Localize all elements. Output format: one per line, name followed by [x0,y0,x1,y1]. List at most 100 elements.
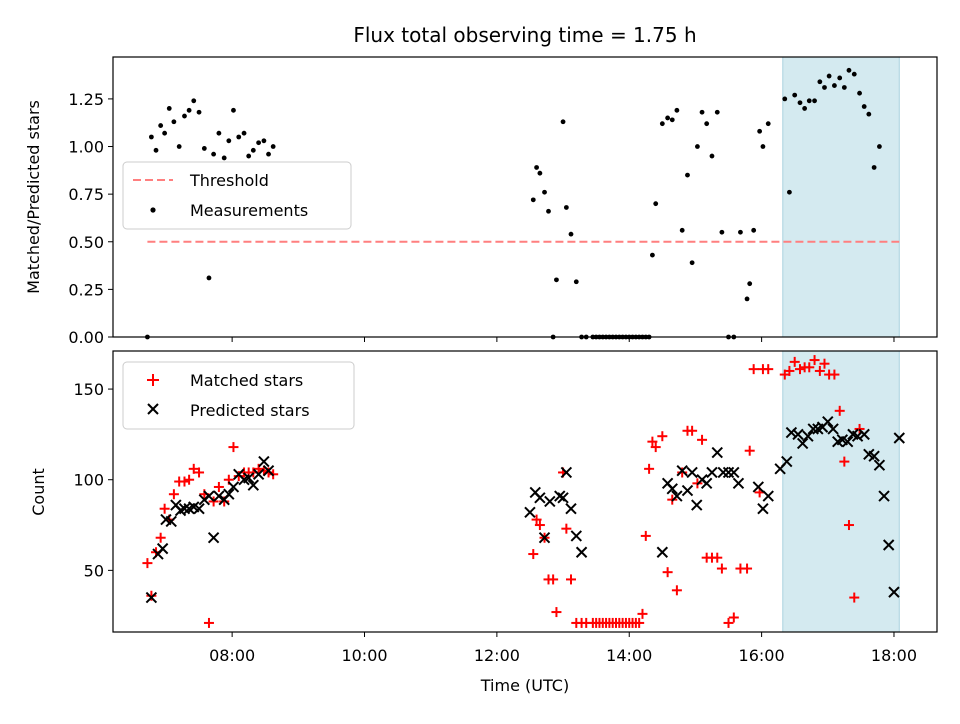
predicted-star-stroke [165,515,177,528]
measurement-point [802,106,808,111]
measurement-point [674,107,680,113]
measurement-point [832,83,837,88]
measurement-point [659,121,665,127]
matched-star-point [637,608,648,619]
predicted-star-point [203,490,215,502]
matched-star-point [528,549,539,560]
predicted-star-point [807,423,819,435]
predicted-star-point [706,466,718,479]
top-y-tick-label: 0.25 [68,280,104,299]
bottom-y-tick-label: 50 [84,561,104,580]
predicted-star-point [873,459,886,471]
matched-star-point [789,356,800,367]
measurement-point [851,71,857,77]
bottom-y-axis-label: Count [29,468,48,516]
predicted-star-point [757,503,769,515]
matched-star-point [716,563,727,574]
predicted-star-point [156,542,169,555]
matched-star-point [531,514,542,525]
predicted-star-point [557,492,569,504]
measurement-point [738,229,743,235]
predicted-star-point [252,468,265,480]
legend-threshold-label: Threshold [189,171,269,190]
matched-star-point [551,607,562,618]
predicted-star-stroke [557,492,569,504]
predicted-star-point [247,479,260,491]
measurement-point [685,172,690,178]
predicted-star-stroke [847,428,859,441]
matched-star-point [814,365,825,376]
predicted-star-stroke [781,455,793,468]
measurement-point [241,130,247,136]
measurement-point [709,153,715,159]
predicted-star-stroke [893,432,905,444]
measurement-point [162,130,168,136]
predicted-star-stroke [575,546,588,558]
measurement-point [221,155,227,161]
predicted-star-stroke [227,481,240,493]
matched-star-point [650,442,661,453]
matched-star-point [829,369,840,380]
predicted-star-stroke [676,464,688,477]
matched-star-point [548,574,559,585]
measurement-point [704,121,710,127]
matched-star-point [744,445,755,456]
matched-star-point [687,425,698,436]
measurement-point [817,79,823,85]
predicted-star-stroke [700,477,713,490]
matched-star-point [159,503,170,514]
top-legend: Threshold Measurements [122,161,352,230]
predicted-star-point [728,466,740,479]
measurement-point [782,96,788,102]
measurement-point [206,275,212,281]
predicted-star-stroke [178,503,191,515]
top-y-tick-label: 0.75 [68,185,104,204]
predicted-star-stroke [160,513,172,526]
measurement-point [744,296,750,302]
measurement-point [191,98,197,104]
matched-star-point [819,358,830,369]
measurement-point [266,151,271,157]
measurement-point [250,147,256,153]
measurement-point [877,144,882,149]
predicted-star-stroke [156,542,169,555]
matched-star-point [662,567,673,578]
predicted-star-stroke [661,477,674,490]
predicted-star-stroke [757,503,769,515]
measurement-point [822,85,827,90]
matched-star-point [213,481,224,492]
predicted-star-stroke [666,483,678,495]
measurement-point [542,189,547,195]
top-y-tick-label: 0.00 [68,328,104,347]
matched-star-point [634,617,645,628]
predicted-star-point [666,483,678,495]
predicted-star-point [785,426,798,439]
predicted-star-stroke [544,495,556,508]
predicted-star-point [681,484,694,497]
measurement-point [158,123,164,128]
measurement-point [186,107,192,113]
measurement-point [573,279,579,285]
predicted-star-stroke [792,428,804,441]
predicted-star-stroke [836,434,849,446]
predicted-star-point [858,428,870,441]
matched-star-point [194,467,205,478]
predicted-star-point [560,466,573,479]
predicted-star-point [242,472,255,484]
predicted-star-stroke [242,472,255,484]
measurement-point [757,128,763,134]
matched-star-point [804,362,815,373]
matched-star-point [561,523,572,534]
predicted-star-point [888,586,900,598]
predicted-star-stroke [681,484,694,497]
legend-predicted-swatch [147,403,159,415]
measurement-point [211,151,217,157]
predicted-star-point [570,530,583,542]
legend-predicted-label: Predicted stars [190,401,310,420]
predicted-star-point [565,503,577,515]
predicted-star-point [213,490,225,502]
predicted-star-stroke [193,503,205,515]
predicted-star-stroke [728,466,740,479]
measurement-point [846,67,852,73]
